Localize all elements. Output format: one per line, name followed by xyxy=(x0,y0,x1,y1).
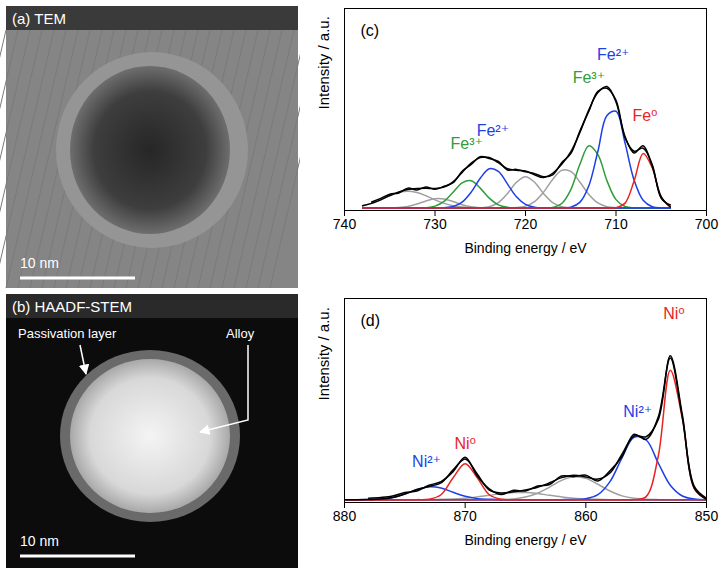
svg-text:(c): (c) xyxy=(361,22,380,39)
svg-text:Fe²⁺: Fe²⁺ xyxy=(476,121,510,139)
svg-text:Intensity / a.u.: Intensity / a.u. xyxy=(315,307,332,400)
svg-text:Ni²⁺: Ni²⁺ xyxy=(623,403,652,420)
svg-text:880: 880 xyxy=(333,508,357,524)
svg-text:700: 700 xyxy=(695,216,719,232)
svg-text:740: 740 xyxy=(333,216,357,232)
svg-text:Ni⁰: Ni⁰ xyxy=(663,305,685,322)
svg-text:720: 720 xyxy=(514,216,538,232)
svg-text:Fe³⁺: Fe³⁺ xyxy=(450,135,482,152)
svg-text:Binding energy / eV: Binding energy / eV xyxy=(464,240,587,256)
svg-text:730: 730 xyxy=(423,216,447,232)
svg-text:Alloy: Alloy xyxy=(226,326,255,341)
svg-text:Fe⁰: Fe⁰ xyxy=(632,107,657,124)
svg-text:Fe³⁺: Fe³⁺ xyxy=(573,69,605,86)
svg-text:(a) TEM: (a) TEM xyxy=(12,10,66,27)
svg-text:710: 710 xyxy=(604,216,628,232)
svg-text:(b) HAADF-STEM: (b) HAADF-STEM xyxy=(12,298,132,315)
svg-text:10 nm: 10 nm xyxy=(20,255,59,271)
svg-text:870: 870 xyxy=(453,508,477,524)
svg-text:Intensity / a.u.: Intensity / a.u. xyxy=(315,16,332,109)
svg-text:(d): (d) xyxy=(361,312,381,329)
svg-text:860: 860 xyxy=(574,508,598,524)
svg-text:Passivation layer: Passivation layer xyxy=(18,326,117,341)
svg-text:Ni⁰: Ni⁰ xyxy=(454,435,476,452)
svg-text:Ni²⁺: Ni²⁺ xyxy=(412,453,441,470)
svg-text:Fe²⁺: Fe²⁺ xyxy=(597,46,629,63)
svg-text:10 nm: 10 nm xyxy=(20,533,59,549)
svg-text:850: 850 xyxy=(695,508,719,524)
svg-text:Binding energy / eV: Binding energy / eV xyxy=(464,532,587,548)
